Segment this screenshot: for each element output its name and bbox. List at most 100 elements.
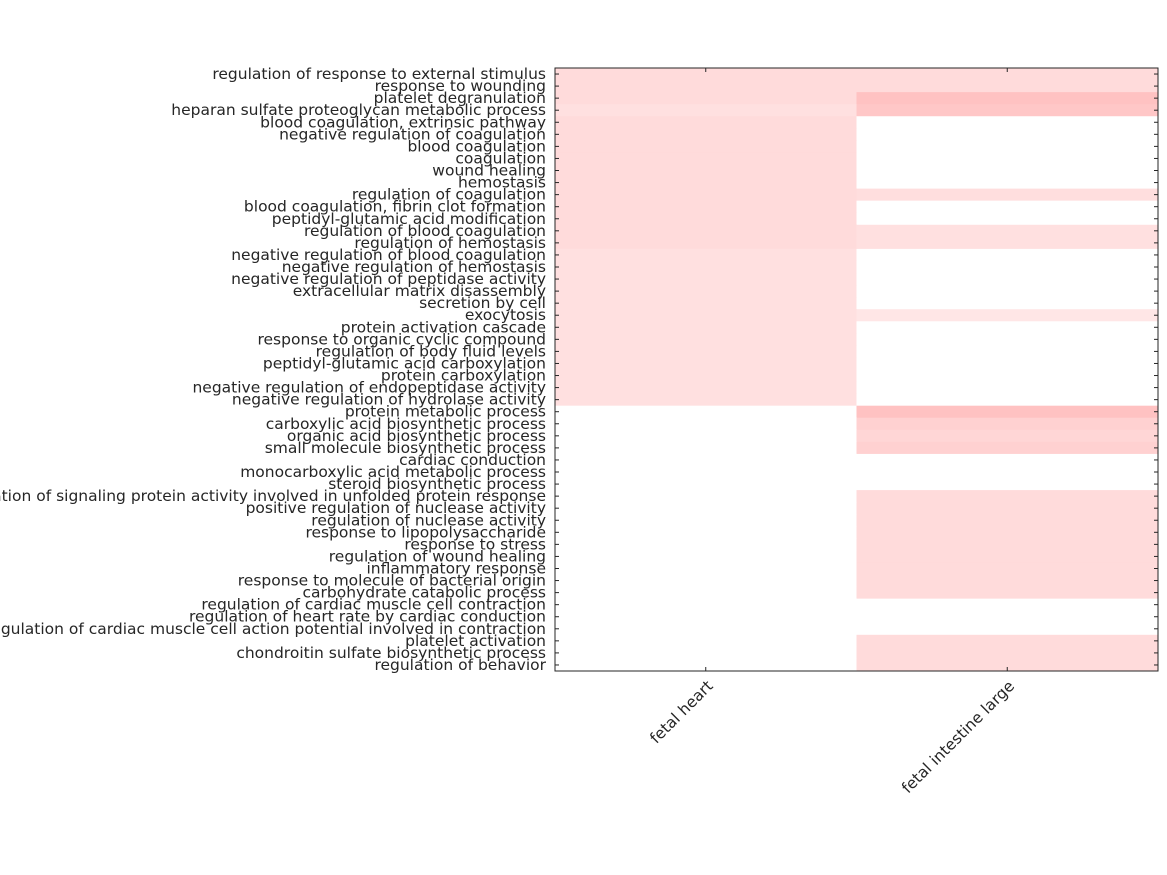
- row-label: inflammatory response: [366, 559, 546, 577]
- heatmap-cell: [555, 285, 857, 298]
- row-label: response to lipopolysaccharide: [305, 523, 546, 541]
- heatmap-cell: [856, 381, 1159, 395]
- heatmap-cell: [555, 514, 857, 527]
- heatmap-cell: [555, 345, 857, 358]
- heatmap-cell: [555, 164, 857, 178]
- row-label: blood coagulation, extrinsic pathway: [260, 113, 546, 131]
- heatmap-cell: [856, 188, 1159, 202]
- heatmap-cell: [555, 224, 857, 238]
- heatmap-cell: [856, 345, 1159, 358]
- row-label: peptidyl-glutamic acid modification: [272, 210, 546, 228]
- heatmap-cell: [856, 333, 1159, 346]
- row-label: regulation of signaling protein activity…: [0, 487, 546, 505]
- heatmap-cell: [856, 273, 1159, 286]
- heatmap-cell: [555, 465, 857, 479]
- heatmap-cell: [856, 441, 1159, 455]
- row-label: organic acid biosynthetic process: [287, 427, 546, 445]
- heatmap-cell: [856, 502, 1159, 515]
- row-label: extracellular matrix disassembly: [293, 282, 546, 300]
- heatmap-cell: [856, 309, 1159, 322]
- heatmap-cell: [555, 68, 857, 81]
- heatmap-cell: [856, 248, 1159, 262]
- row-label: regulation of wound healing: [329, 547, 546, 565]
- heatmap-cell: [555, 453, 857, 467]
- heatmap-cell: [555, 646, 857, 660]
- row-label: negative regulation of endopeptidase act…: [192, 379, 546, 397]
- heatmap-cell: [856, 260, 1159, 274]
- heatmap-cell: [555, 357, 857, 370]
- heatmap-cell: [856, 200, 1159, 214]
- row-label: regulation of blood coagulation: [304, 222, 546, 240]
- row-label: chondroitin sulfate biosynthetic process: [236, 644, 546, 662]
- heatmap-cell: [555, 260, 857, 274]
- row-label: exocytosis: [465, 306, 546, 324]
- heatmap-cell: [555, 405, 857, 419]
- heatmap-cell: [555, 550, 857, 563]
- heatmap-cell: [555, 586, 857, 600]
- row-label: response to molecule of bacterial origin: [238, 572, 546, 590]
- heatmap-cell: [856, 285, 1159, 298]
- row-label: coagulation: [455, 149, 546, 167]
- row-label: protein metabolic process: [345, 403, 546, 421]
- heatmap-cell: [856, 357, 1159, 370]
- heatmap-cell: [555, 598, 857, 612]
- column-label: fetal heart: [646, 677, 716, 747]
- heatmap-cell: [856, 646, 1159, 660]
- heatmap-cell: [856, 526, 1159, 539]
- row-label: cardiac conduction: [399, 451, 546, 469]
- heatmap-cell: [856, 538, 1159, 551]
- heatmap-cell: [856, 514, 1159, 527]
- row-label: response to wounding: [375, 77, 546, 95]
- row-label: negative regulation of blood coagulation: [231, 246, 546, 264]
- heatmap-cell: [856, 453, 1159, 467]
- row-label: peptidyl-glutamic acid carboxylation: [263, 354, 546, 372]
- heatmap-cell: [856, 80, 1159, 93]
- heatmap-cell: [555, 574, 857, 588]
- heatmap-cell: [555, 393, 857, 407]
- heatmap-cell: [555, 526, 857, 539]
- heatmap-cell: [555, 188, 857, 202]
- heatmap-cell: [555, 140, 857, 153]
- heatmap-cell: [856, 586, 1159, 600]
- heatmap-cell: [555, 622, 857, 636]
- heatmap-cell: [856, 68, 1159, 81]
- heatmap-cell: [856, 610, 1159, 624]
- row-label: regulation of response to external stimu…: [212, 65, 546, 83]
- heatmap-cell: [555, 212, 857, 226]
- heatmap-cell: [856, 92, 1159, 105]
- heatmap-cell: [555, 176, 857, 190]
- heatmap-cell: [856, 658, 1159, 672]
- row-label: negative regulation of coagulation: [279, 125, 546, 143]
- row-label: regulation of hemostasis: [354, 234, 546, 252]
- heatmap-cell: [555, 658, 857, 672]
- row-label: hemostasis: [458, 174, 546, 192]
- heatmap-cell: [856, 297, 1159, 310]
- heatmap-cell: [555, 369, 857, 383]
- row-label: steroid biosynthetic process: [328, 475, 546, 493]
- heatmap-cell: [555, 309, 857, 322]
- row-label: negative regulation of hemostasis: [282, 258, 546, 276]
- row-label: regulation of body fluid levels: [316, 342, 546, 360]
- heatmap-cell: [555, 417, 857, 431]
- heatmap-cell: [555, 273, 857, 286]
- heatmap-cell: [856, 429, 1159, 443]
- heatmap-cell: [856, 405, 1159, 419]
- row-label: blood coagulation: [407, 137, 546, 155]
- heatmap-cell: [856, 478, 1159, 491]
- row-label: secretion by cell: [419, 294, 546, 312]
- heatmap-cell: [555, 200, 857, 214]
- heatmap-cell: [555, 104, 857, 117]
- row-label: response to stress: [404, 535, 546, 553]
- row-label: positive regulation of nuclease activity: [246, 499, 546, 517]
- row-label: protein activation cascade: [341, 318, 546, 336]
- heatmap-cell: [856, 128, 1159, 141]
- row-label: small molecule biosynthetic process: [265, 439, 546, 457]
- heatmap-cell: [856, 598, 1159, 612]
- row-labels: regulation of response to external stimu…: [0, 65, 547, 674]
- heatmap-cell: [856, 550, 1159, 563]
- row-label: regulation of coagulation: [352, 186, 546, 204]
- heatmap-cell: [555, 478, 857, 491]
- axis-ticks: [555, 68, 1158, 671]
- heatmap-cell: [856, 152, 1159, 165]
